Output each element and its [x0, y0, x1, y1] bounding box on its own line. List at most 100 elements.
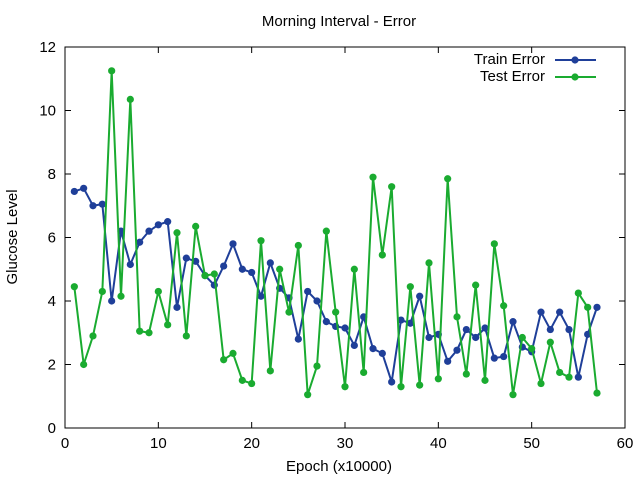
data-point-0-4 [108, 297, 116, 305]
series-0 [70, 184, 601, 386]
data-point-0-51 [546, 325, 554, 334]
data-point-1-18 [238, 376, 246, 384]
data-point-0-2 [89, 202, 97, 210]
data-point-1-36 [406, 283, 414, 291]
plot-frame [64, 46, 626, 429]
data-point-0-36 [406, 319, 414, 327]
data-point-1-42 [462, 370, 470, 378]
y-tick-label-0: 0 [48, 420, 56, 437]
chart-title: Morning Interval - Error [262, 13, 416, 30]
series-1 [70, 67, 601, 399]
data-point-0-52 [556, 308, 564, 316]
data-point-1-2 [89, 332, 97, 340]
data-point-1-35 [397, 383, 405, 391]
data-point-1-21 [266, 367, 274, 375]
data-point-0-18 [238, 265, 246, 273]
data-point-0-19 [248, 268, 256, 277]
data-point-0-44 [481, 324, 489, 332]
data-point-1-4 [108, 67, 116, 75]
data-point-1-52 [556, 368, 564, 377]
x-tick-label-4: 40 [430, 435, 447, 452]
data-point-1-20 [257, 237, 265, 245]
legend-marker-train [571, 56, 579, 64]
data-point-1-27 [322, 227, 330, 235]
data-point-1-56 [593, 389, 601, 397]
data-point-1-23 [285, 308, 293, 316]
data-point-0-1 [80, 184, 88, 192]
series-layer [70, 67, 601, 399]
data-point-1-49 [528, 345, 536, 353]
data-point-1-25 [304, 391, 312, 399]
x-tick-label-5: 50 [523, 435, 540, 452]
legend: Train Error Test Error [474, 51, 596, 85]
data-point-1-10 [164, 321, 172, 329]
data-point-0-40 [444, 357, 452, 365]
data-point-1-0 [70, 283, 78, 291]
data-point-0-26 [313, 297, 321, 305]
data-point-1-17 [229, 349, 237, 357]
data-point-1-50 [537, 379, 545, 388]
data-point-1-24 [294, 241, 302, 250]
data-point-0-43 [472, 333, 480, 342]
data-point-0-24 [294, 335, 302, 343]
data-point-0-13 [192, 257, 200, 265]
data-point-0-8 [145, 227, 153, 235]
data-point-0-3 [98, 200, 106, 208]
data-point-1-29 [341, 383, 349, 391]
data-point-0-33 [378, 349, 386, 357]
y-axis-label: Glucose Level [4, 189, 21, 284]
data-point-1-22 [276, 265, 284, 273]
x-tick-label-1: 10 [150, 435, 167, 452]
data-point-1-1 [80, 360, 88, 369]
data-point-0-30 [350, 341, 358, 350]
legend-marker-test [571, 73, 579, 81]
data-point-1-53 [565, 373, 573, 381]
data-point-0-27 [322, 318, 330, 326]
data-point-0-35 [397, 316, 405, 324]
data-point-0-56 [593, 303, 601, 311]
data-point-0-17 [229, 240, 237, 248]
data-point-1-37 [416, 381, 424, 389]
y-tick-label-3: 6 [48, 230, 56, 247]
data-point-1-16 [220, 356, 228, 364]
data-point-1-7 [136, 327, 144, 335]
data-point-1-30 [350, 265, 358, 273]
data-point-1-28 [332, 308, 340, 316]
data-point-1-55 [584, 303, 592, 311]
data-point-1-19 [248, 379, 256, 388]
data-point-1-41 [453, 313, 461, 321]
data-point-0-38 [425, 333, 433, 342]
x-tick-label-6: 60 [617, 435, 634, 452]
data-point-0-11 [173, 303, 181, 311]
y-tick-label-5: 10 [39, 103, 56, 120]
data-point-0-21 [266, 259, 274, 267]
y-tick-label-2: 4 [48, 293, 56, 310]
data-point-1-12 [182, 332, 190, 340]
data-point-1-31 [360, 368, 368, 377]
data-point-1-32 [369, 173, 377, 181]
data-point-1-14 [201, 272, 209, 280]
data-point-1-47 [509, 391, 517, 399]
data-point-0-34 [388, 378, 396, 386]
data-point-1-43 [472, 281, 480, 289]
series-line-0 [74, 187, 598, 383]
data-point-1-39 [434, 375, 442, 383]
data-point-0-41 [453, 346, 461, 354]
data-point-0-0 [70, 187, 78, 196]
data-point-1-34 [388, 183, 396, 191]
data-point-0-37 [416, 292, 424, 300]
data-point-0-54 [574, 373, 582, 381]
x-tick-label-3: 30 [337, 435, 354, 452]
data-point-1-5 [117, 292, 125, 300]
y-tick-label-1: 2 [48, 357, 56, 374]
data-point-0-53 [565, 325, 573, 334]
data-point-0-20 [257, 292, 265, 300]
data-point-0-16 [220, 262, 228, 270]
data-point-1-44 [481, 376, 489, 384]
data-point-0-32 [369, 345, 377, 353]
legend-label-train: Train Error [474, 51, 545, 68]
data-point-1-40 [444, 175, 452, 183]
data-point-0-50 [537, 308, 545, 316]
data-point-0-29 [341, 324, 349, 332]
